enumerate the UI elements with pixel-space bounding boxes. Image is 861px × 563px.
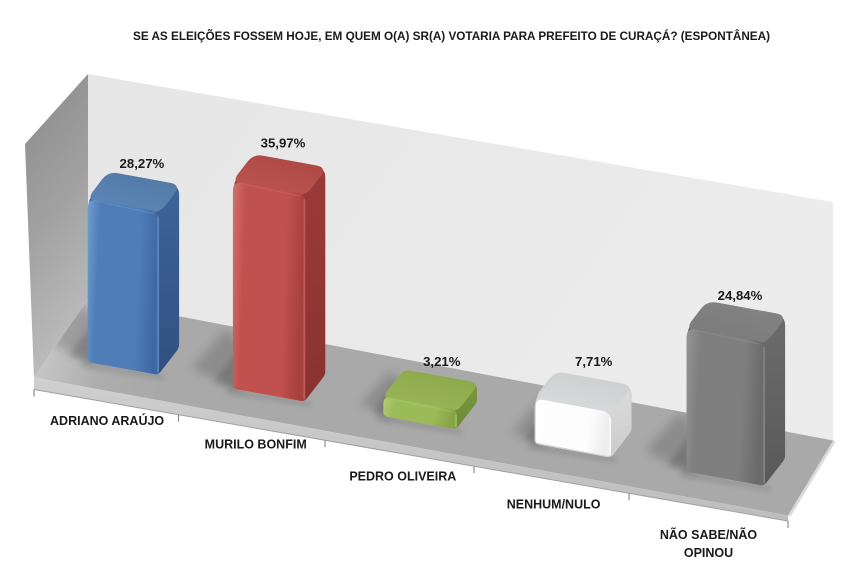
svg-text:SE AS ELEIÇÕES FOSSEM HOJE, EM: SE AS ELEIÇÕES FOSSEM HOJE, EM QUEM O(A)… bbox=[133, 28, 770, 43]
svg-text:28,27%: 28,27% bbox=[120, 156, 165, 171]
svg-text:24,84%: 24,84% bbox=[718, 288, 763, 303]
svg-text:PEDRO OLIVEIRA: PEDRO OLIVEIRA bbox=[349, 470, 456, 484]
svg-text:3,21%: 3,21% bbox=[423, 354, 461, 369]
svg-text:NENHUM/NULO: NENHUM/NULO bbox=[507, 498, 601, 512]
svg-text:OPINOU: OPINOU bbox=[684, 546, 733, 560]
svg-text:NÃO SABE/NÃO: NÃO SABE/NÃO bbox=[660, 527, 758, 542]
svg-text:MURILO BONFIM: MURILO BONFIM bbox=[205, 438, 307, 452]
svg-text:7,71%: 7,71% bbox=[575, 354, 613, 369]
svg-text:ADRIANO ARAÚJO: ADRIANO ARAÚJO bbox=[50, 413, 164, 428]
svg-text:35,97%: 35,97% bbox=[261, 136, 306, 151]
